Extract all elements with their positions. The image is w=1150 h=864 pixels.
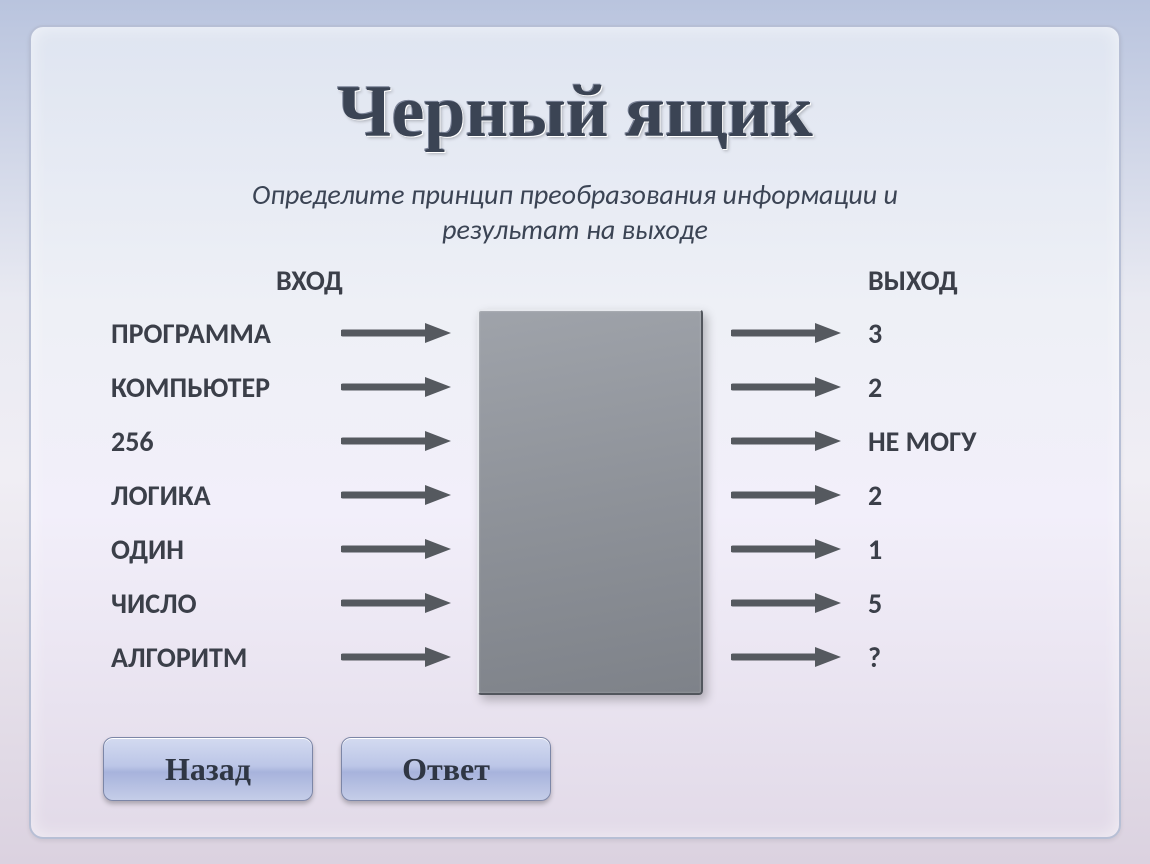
arrow-right-icon <box>341 376 451 398</box>
back-button[interactable]: Назад <box>103 737 313 801</box>
arrow-right-icon <box>731 430 841 452</box>
arrow-right-icon <box>731 322 841 344</box>
page-title: Черный ящик <box>31 69 1119 155</box>
output-label: 2 <box>868 370 882 405</box>
input-label: 256 <box>111 424 331 459</box>
input-label: ОДИН <box>111 532 331 567</box>
io-row: ЛОГИКА 2 <box>111 475 1039 515</box>
arrow-right-icon <box>341 592 451 614</box>
input-header: ВХОД <box>276 263 343 298</box>
arrow-right-icon <box>341 646 451 668</box>
arrow-right-icon <box>341 430 451 452</box>
arrow-right-icon <box>341 538 451 560</box>
answer-button[interactable]: Ответ <box>341 737 551 801</box>
input-label: ЛОГИКА <box>111 478 331 513</box>
input-label: КОМПЬЮТЕР <box>111 370 331 405</box>
output-label: 1 <box>868 532 882 567</box>
input-label: ЧИСЛО <box>111 586 331 621</box>
output-label: 3 <box>868 316 882 351</box>
blackbox-diagram: ВХОД ВЫХОД ПРОГРАММА 3 КОМПЬЮТЕР 2 256 НЕ МОГ… <box>111 263 1039 693</box>
slide-panel: Черный ящик Определите принцип преобразо… <box>29 25 1121 839</box>
output-label: 2 <box>868 478 882 513</box>
arrow-right-icon <box>731 538 841 560</box>
button-bar: Назад Ответ <box>103 737 551 801</box>
io-row: АЛГОРИТМ? <box>111 637 1039 677</box>
output-label: ? <box>868 640 881 675</box>
io-row: ЧИСЛО 5 <box>111 583 1039 623</box>
output-header: ВЫХОД <box>868 263 958 298</box>
arrow-right-icon <box>731 484 841 506</box>
subtitle-line-1: Определите принцип преобразования информ… <box>252 177 898 212</box>
subtitle-line-2: результат на выходе <box>442 212 708 247</box>
output-label: 5 <box>868 586 882 621</box>
arrow-right-icon <box>731 592 841 614</box>
arrow-right-icon <box>731 376 841 398</box>
io-row: 256 НЕ МОГУ <box>111 421 1039 461</box>
arrow-right-icon <box>341 484 451 506</box>
arrow-right-icon <box>341 322 451 344</box>
input-label: ПРОГРАММА <box>111 316 331 351</box>
output-label: НЕ МОГУ <box>868 424 977 459</box>
subtitle: Определите принцип преобразования информ… <box>31 177 1119 247</box>
arrow-right-icon <box>731 646 841 668</box>
io-row: ПРОГРАММА 3 <box>111 313 1039 353</box>
io-row: ОДИН 1 <box>111 529 1039 569</box>
io-row: КОМПЬЮТЕР 2 <box>111 367 1039 407</box>
input-label: АЛГОРИТМ <box>111 640 331 675</box>
